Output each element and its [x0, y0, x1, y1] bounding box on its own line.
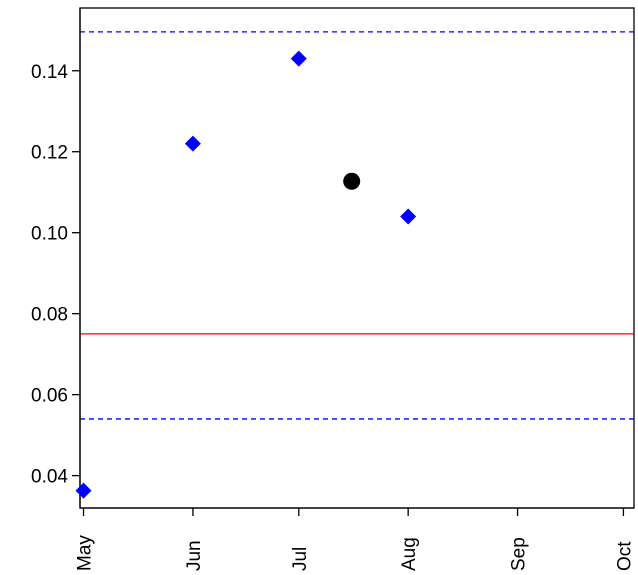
x-axis: May Jun Jul Aug Sep Oct	[75, 507, 635, 571]
x-tick-label: May	[75, 535, 96, 571]
y-tick-label: 0.08	[31, 305, 68, 326]
data-point-diamond	[184, 135, 201, 152]
data-point-diamond	[400, 208, 417, 225]
data-point-circle	[343, 172, 361, 190]
y-tick-label: 0.14	[31, 62, 68, 83]
y-tick-label: 0.06	[31, 386, 68, 407]
x-tick-label: Sep	[509, 537, 530, 571]
data-points	[75, 50, 417, 499]
data-point-diamond	[290, 50, 307, 67]
x-tick-label: Oct	[614, 541, 635, 571]
x-tick-label: Jul	[290, 547, 311, 571]
plot-frame	[79, 7, 635, 509]
reference-lines	[80, 31, 634, 420]
y-axis: 0.04 0.06 0.08 0.10 0.12 0.14	[31, 8, 81, 508]
y-tick-label: 0.12	[31, 143, 68, 164]
y-tick-label: 0.04	[31, 467, 68, 488]
y-tick-label: 0.10	[31, 224, 68, 245]
x-tick-label: Aug	[399, 537, 420, 571]
x-tick-label: Jun	[184, 540, 205, 571]
data-point-diamond	[75, 482, 92, 499]
